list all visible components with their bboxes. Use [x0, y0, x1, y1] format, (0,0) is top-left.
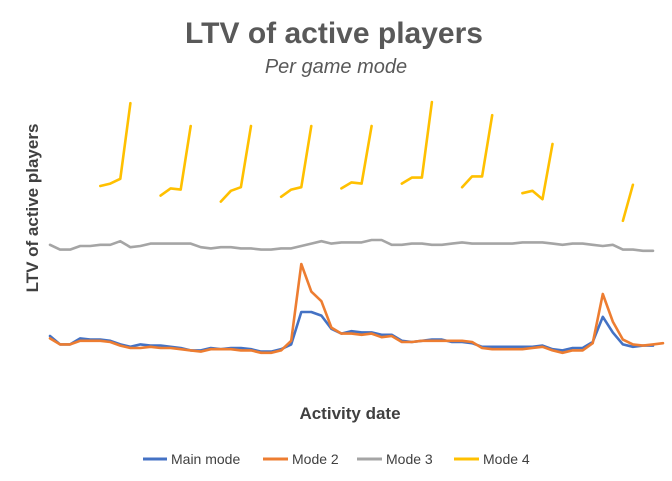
legend-label-main-mode: Main mode — [171, 451, 240, 467]
legend-label-mode-4: Mode 4 — [483, 451, 530, 467]
y-axis-title: LTV of active players — [23, 124, 42, 293]
series-mode-3-segment-0 — [48, 238, 655, 253]
legend-label-mode-2: Mode 2 — [292, 451, 339, 467]
legend-item-main-mode[interactable]: Main mode — [143, 451, 240, 467]
x-axis-title: Activity date — [299, 404, 400, 423]
chart-subtitle: Per game mode — [265, 56, 407, 78]
series-mode-4-segment-5 — [400, 100, 434, 185]
series-mode-4-segment-0 — [99, 101, 132, 188]
series-mode-4-segment-6 — [460, 113, 494, 189]
legend-item-mode-4[interactable]: Mode 4 — [454, 451, 530, 467]
legend-item-mode-3[interactable]: Mode 3 — [357, 451, 433, 467]
series-mode-4-segment-8 — [621, 183, 635, 223]
series-mode-4-segment-1 — [159, 124, 192, 197]
chart-title: LTV of active players — [185, 17, 483, 50]
legend: Main mode Mode 2 Mode 3 Mode 4 — [143, 451, 530, 467]
legend-item-mode-2[interactable]: Mode 2 — [263, 451, 339, 467]
series-mode-4-segment-4 — [340, 124, 373, 190]
legend-label-mode-3: Mode 3 — [386, 451, 433, 467]
series-mode-2-segment-0 — [48, 262, 665, 355]
plot-area — [48, 100, 665, 355]
series-mode-4-segment-3 — [279, 124, 313, 199]
series-main-mode-segment-0 — [48, 310, 655, 353]
series-mode-4-segment-7 — [521, 142, 554, 201]
series-mode-4-segment-2 — [219, 124, 253, 203]
